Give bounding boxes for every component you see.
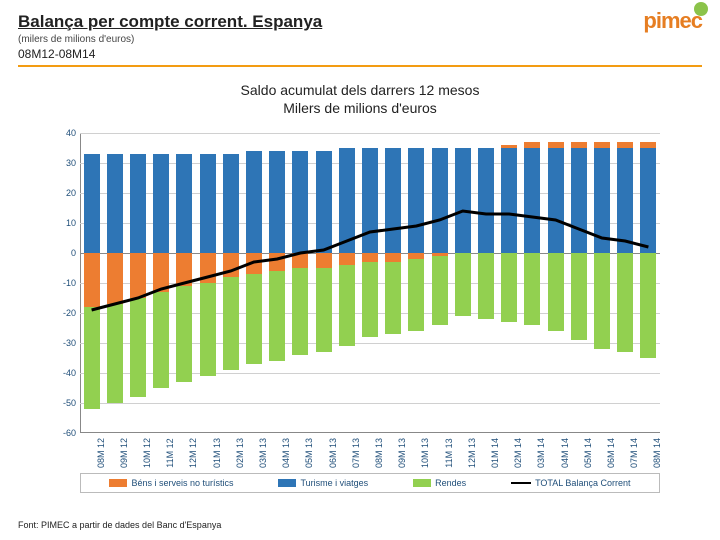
x-tick-label: 04M 14 [560, 433, 570, 473]
x-tick-label: 07M 14 [629, 433, 639, 473]
x-tick-label: 02M 13 [235, 433, 245, 473]
x-tick-label: 09M 12 [119, 433, 129, 473]
period-label: 08M12-08M14 [18, 47, 702, 61]
y-tick-label: -40 [40, 368, 80, 378]
legend-turisme-label: Turisme i viatges [300, 478, 368, 488]
x-tick-label: 06M 13 [328, 433, 338, 473]
legend-rendes-label: Rendes [435, 478, 466, 488]
total-line [80, 133, 660, 433]
y-tick-label: 40 [40, 128, 80, 138]
legend-bens: Béns i serveis no turístics [109, 478, 233, 488]
chart-title-line1: Saldo acumulat dels darrers 12 mesos [18, 81, 702, 99]
x-tick-label: 10M 12 [142, 433, 152, 473]
x-tick-label: 01M 14 [490, 433, 500, 473]
y-tick-label: -50 [40, 398, 80, 408]
chart: -60 -50 -40 -30 -20 -10 0 10 20 30 40 08M 12 09M 12… [40, 123, 680, 493]
y-tick-label: 30 [40, 158, 80, 168]
x-tick-label: 05M 14 [583, 433, 593, 473]
y-tick-label: 10 [40, 218, 80, 228]
chart-title-line2: Milers de milions d'euros [18, 99, 702, 117]
x-tick-label: 10M 13 [420, 433, 430, 473]
x-tick-label: 08M 14 [652, 433, 662, 473]
x-tick-label: 01M 13 [212, 433, 222, 473]
swatch-bens-icon [109, 479, 127, 487]
header: Balança per compte corrent. Espanya (mil… [18, 12, 702, 67]
y-tick-label: 20 [40, 188, 80, 198]
x-tick-label: 04M 13 [281, 433, 291, 473]
page-subtitle: (milers de milions d'euros) [18, 34, 702, 45]
x-tick-label: 12M 13 [467, 433, 477, 473]
x-tick-label: 03M 14 [536, 433, 546, 473]
x-tick-label: 12M 12 [188, 433, 198, 473]
x-tick-label: 03M 13 [258, 433, 268, 473]
x-tick-label: 08M 13 [374, 433, 384, 473]
legend-turisme: Turisme i viatges [278, 478, 368, 488]
legend-total: TOTAL Balança Corrent [511, 478, 630, 488]
source-note: Font: PIMEC a partir de dades del Banc d… [18, 520, 221, 530]
legend: Béns i serveis no turístics Turisme i vi… [80, 473, 660, 493]
y-tick-label: -10 [40, 278, 80, 288]
legend-total-label: TOTAL Balança Corrent [535, 478, 630, 488]
y-tick-label: 0 [40, 248, 80, 258]
x-tick-label: 11M 12 [165, 433, 175, 473]
y-tick-label: -20 [40, 308, 80, 318]
legend-rendes: Rendes [413, 478, 466, 488]
x-tick-label: 02M 14 [513, 433, 523, 473]
swatch-total-icon [511, 482, 531, 484]
header-rule [18, 65, 702, 67]
x-tick-label: 06M 14 [606, 433, 616, 473]
y-tick-label: -30 [40, 338, 80, 348]
x-tick-label: 09M 13 [397, 433, 407, 473]
slide-root: pimec Balança per compte corrent. Espany… [0, 0, 720, 540]
x-tick-label: 07M 13 [351, 433, 361, 473]
swatch-rendes-icon [413, 479, 431, 487]
x-tick-label: 08M 12 [96, 433, 106, 473]
total-line-path [92, 211, 649, 310]
page-title: Balança per compte corrent. Espanya [18, 12, 702, 32]
chart-title: Saldo acumulat dels darrers 12 mesos Mil… [18, 81, 702, 117]
legend-bens-label: Béns i serveis no turístics [131, 478, 233, 488]
swatch-turisme-icon [278, 479, 296, 487]
y-tick-label: -60 [40, 428, 80, 438]
x-tick-label: 11M 13 [444, 433, 454, 473]
x-tick-label: 05M 13 [304, 433, 314, 473]
